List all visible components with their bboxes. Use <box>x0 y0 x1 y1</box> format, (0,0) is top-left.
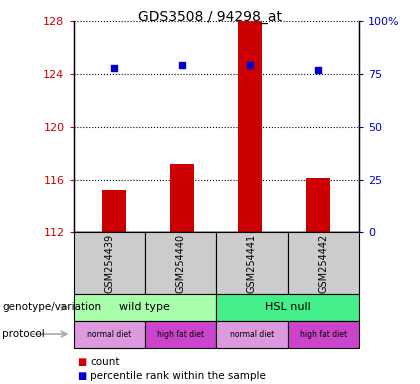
Text: high fat diet: high fat diet <box>157 329 204 339</box>
Text: HSL null: HSL null <box>265 302 310 312</box>
Bar <box>239 21 262 232</box>
Text: normal diet: normal diet <box>87 329 131 339</box>
Text: percentile rank within the sample: percentile rank within the sample <box>90 371 266 381</box>
Point <box>179 62 186 68</box>
Text: high fat diet: high fat diet <box>300 329 347 339</box>
Bar <box>102 190 126 232</box>
Text: protocol: protocol <box>2 329 45 339</box>
Text: wild type: wild type <box>119 302 171 312</box>
Point <box>247 62 254 68</box>
Point <box>315 66 322 73</box>
Text: GSM254441: GSM254441 <box>247 233 257 293</box>
Text: GSM254440: GSM254440 <box>176 233 186 293</box>
Bar <box>307 178 330 232</box>
Text: ■: ■ <box>77 357 87 367</box>
Text: genotype/variation: genotype/variation <box>2 302 101 312</box>
Text: GSM254442: GSM254442 <box>318 233 328 293</box>
Text: GSM254439: GSM254439 <box>104 233 114 293</box>
Bar <box>171 164 194 232</box>
Text: normal diet: normal diet <box>230 329 274 339</box>
Point <box>111 65 118 71</box>
Text: ■: ■ <box>77 371 87 381</box>
Text: count: count <box>90 357 120 367</box>
Text: GDS3508 / 94298_at: GDS3508 / 94298_at <box>138 10 282 23</box>
